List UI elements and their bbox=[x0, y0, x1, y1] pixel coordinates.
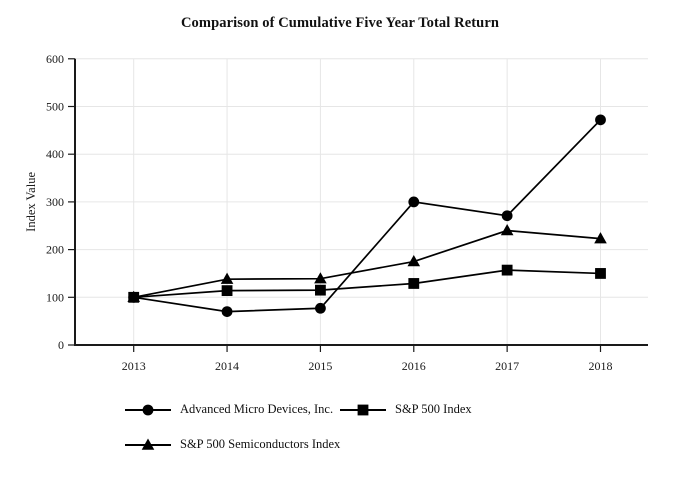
x-tick-label: 2014 bbox=[215, 359, 239, 373]
legend-label-sp500-semiconductors: S&P 500 Semiconductors Index bbox=[180, 437, 341, 451]
data-point-triangle bbox=[220, 272, 234, 284]
data-point-triangle bbox=[407, 255, 421, 267]
y-tick-label: 600 bbox=[46, 52, 64, 66]
data-point-circle bbox=[221, 306, 233, 318]
data-point-square bbox=[221, 285, 233, 297]
data-point-triangle bbox=[594, 232, 607, 244]
data-point-square bbox=[595, 268, 606, 279]
x-tick-label: 2015 bbox=[308, 359, 332, 373]
y-tick-label: 200 bbox=[46, 243, 64, 257]
legend-item-amd: Advanced Micro Devices, Inc. bbox=[125, 402, 333, 417]
data-point-circle bbox=[408, 196, 420, 208]
legend-label-amd: Advanced Micro Devices, Inc. bbox=[180, 402, 334, 416]
data-point-triangle bbox=[314, 272, 327, 284]
x-tick-label: 2016 bbox=[402, 359, 426, 373]
y-tick-label: 500 bbox=[46, 100, 64, 114]
legend-marker-swatch bbox=[340, 404, 386, 415]
data-point-circle bbox=[315, 302, 326, 314]
chart-title: Comparison of Cumulative Five Year Total… bbox=[180, 15, 500, 31]
data-point-square bbox=[128, 291, 140, 303]
legend-label-sp500: S&P 500 Index bbox=[395, 402, 472, 416]
data-point-circle bbox=[142, 404, 154, 415]
data-point-square bbox=[357, 404, 369, 415]
series-line bbox=[133, 119, 602, 313]
legend-item-sp500: S&P 500 Index bbox=[340, 402, 472, 417]
x-tick-label: 2018 bbox=[589, 359, 613, 373]
data-point-triangle bbox=[500, 224, 514, 236]
legend-square-marker-icon bbox=[340, 403, 386, 417]
data-point-square bbox=[408, 278, 420, 289]
data-point-square bbox=[501, 264, 513, 276]
plot-area: 0 100 200 300 400 500 600 2013 2014 2015 2016 2017 2… bbox=[24, 52, 648, 373]
data-point-circle bbox=[595, 114, 606, 126]
x-tick-label: 2017 bbox=[495, 359, 519, 373]
series-line bbox=[133, 229, 601, 299]
legend-marker-swatch bbox=[125, 404, 171, 415]
y-tick-label: 100 bbox=[46, 290, 64, 304]
series-line bbox=[133, 269, 601, 299]
y-tick-label: 400 bbox=[46, 147, 64, 161]
legend-marker-swatch bbox=[125, 438, 171, 450]
y-axis-label: Index Value bbox=[24, 172, 38, 232]
legend-circle-marker-icon bbox=[125, 403, 171, 417]
data-point-square bbox=[315, 284, 326, 296]
data-point-circle bbox=[501, 210, 513, 222]
legend-triangle-marker-icon bbox=[125, 438, 171, 452]
y-tick-label: 0 bbox=[58, 338, 64, 352]
legend-item-sp500-semiconductors: S&P 500 Semiconductors Index bbox=[125, 437, 340, 452]
y-tick-label: 300 bbox=[46, 195, 64, 209]
x-tick-label: 2013 bbox=[122, 359, 146, 373]
data-point-triangle bbox=[141, 438, 155, 450]
